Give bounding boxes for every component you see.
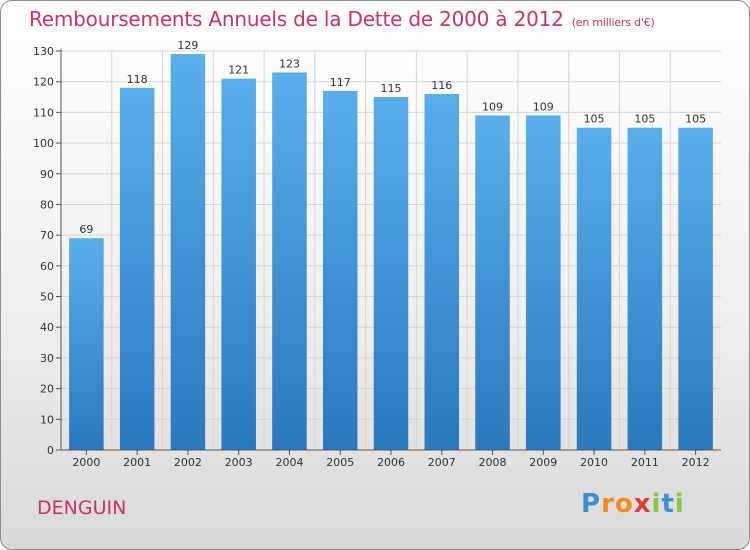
logo-letter: x — [633, 489, 652, 519]
ytick-label-110: 110 — [33, 106, 54, 119]
bar-2001 — [119, 87, 155, 450]
commune-name: DENGUIN — [37, 497, 127, 519]
xtick-label-2005: 2005 — [326, 456, 354, 469]
xtick-label-2002: 2002 — [174, 456, 202, 469]
xtick-label-2000: 2000 — [72, 456, 100, 469]
bar-2000 — [69, 238, 104, 450]
bar-2007 — [424, 93, 460, 450]
data-label-2011: 105 — [634, 113, 655, 126]
bar-2010 — [576, 127, 612, 450]
data-label-2005: 117 — [330, 76, 351, 89]
bar-2002 — [170, 54, 206, 451]
bar-2003 — [221, 78, 256, 450]
data-label-2010: 105 — [584, 113, 605, 126]
xtick-label-2006: 2006 — [377, 456, 405, 469]
logo-letter: P — [581, 489, 602, 519]
ytick-label-100: 100 — [33, 137, 54, 150]
xtick-label-2010: 2010 — [580, 456, 608, 469]
logo-letter: i — [651, 489, 662, 519]
bar-2006 — [373, 97, 409, 451]
ytick-label-0: 0 — [47, 444, 54, 457]
ytick-label-70: 70 — [40, 229, 54, 242]
xtick-label-2001: 2001 — [123, 456, 151, 469]
ytick-label-40: 40 — [40, 321, 54, 334]
ytick-label-130: 130 — [33, 45, 54, 58]
data-label-2002: 129 — [177, 39, 198, 52]
xtick-label-2011: 2011 — [631, 456, 659, 469]
logo-letter: t — [661, 489, 675, 519]
data-label-2012: 105 — [685, 113, 706, 126]
axis-layer: 0 10 20 30 40 50 60 70 80 90 100 110 120 130 2000 2001 2… — [33, 45, 721, 469]
logo-letter: o — [614, 489, 634, 519]
data-label-2003: 121 — [228, 64, 249, 77]
ytick-label-120: 120 — [33, 76, 54, 89]
bar-2012 — [678, 127, 713, 450]
bar-layer: 69 118 129 121 123 117 115 116 109 109 105 105 105 — [69, 39, 713, 451]
data-label-2009: 109 — [533, 100, 554, 113]
xtick-label-2004: 2004 — [275, 456, 303, 469]
xtick-label-2009: 2009 — [529, 456, 557, 469]
logo-letter: r — [601, 489, 615, 519]
ytick-label-50: 50 — [40, 291, 54, 304]
ytick-label-80: 80 — [40, 198, 54, 211]
bar-2011 — [627, 127, 663, 450]
bar-2004 — [272, 72, 307, 450]
logo-letter: i — [674, 489, 685, 519]
ytick-label-60: 60 — [40, 260, 54, 273]
proxiti-logo: Proxiti — [581, 489, 685, 519]
ytick-label-30: 30 — [40, 352, 54, 365]
chart-title-text: Remboursements Annuels de la Dette de 20… — [29, 7, 564, 31]
bar-2005 — [322, 90, 358, 451]
data-label-2006: 115 — [381, 82, 402, 95]
data-label-2001: 118 — [127, 73, 148, 86]
data-label-2004: 123 — [279, 57, 300, 70]
ytick-label-20: 20 — [40, 383, 54, 396]
data-label-2000: 69 — [79, 223, 93, 236]
xtick-label-2003: 2003 — [225, 456, 253, 469]
chart-title: Remboursements Annuels de la Dette de 20… — [29, 7, 655, 31]
bar-2008 — [475, 115, 510, 450]
chart-subtitle: (en milliers d'€) — [571, 16, 655, 29]
bar-2009 — [526, 115, 561, 450]
xtick-label-2007: 2007 — [428, 456, 456, 469]
xtick-label-2008: 2008 — [479, 456, 507, 469]
data-label-2007: 116 — [431, 79, 452, 92]
xtick-label-2012: 2012 — [682, 456, 710, 469]
ytick-label-90: 90 — [40, 168, 54, 181]
ytick-label-10: 10 — [40, 413, 54, 426]
data-label-2008: 109 — [482, 100, 503, 113]
